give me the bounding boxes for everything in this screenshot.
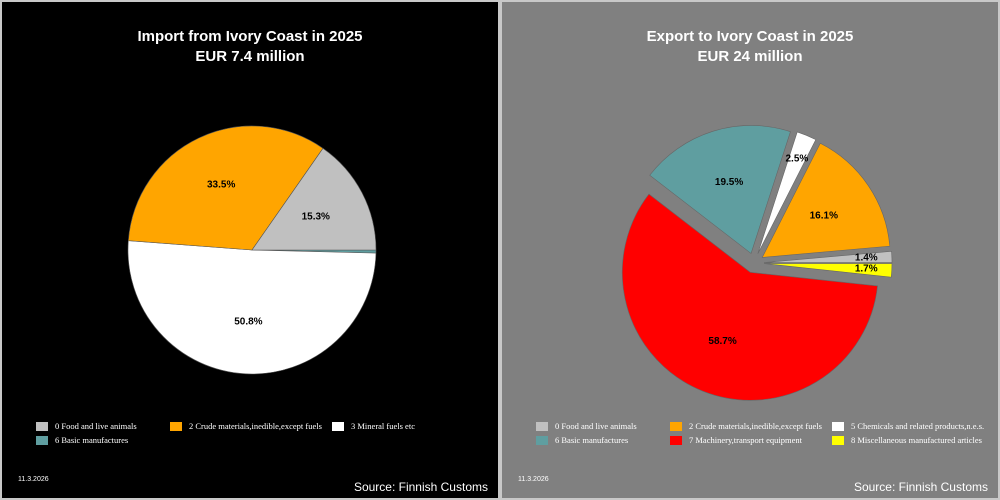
legend-label: 0 Food and live animals	[555, 421, 637, 431]
legend-label: 7 Machinery,transport equipment	[689, 435, 802, 445]
legend-item-6-basic-manufactures: 6 Basic manufactures	[36, 435, 128, 445]
slice-label-7-machinery-transport-equipment: 58.7%	[708, 336, 736, 347]
export-chart-title: Export to Ivory Coast in 2025	[646, 28, 854, 45]
legend-item-7-machinery-transport-equipment: 7 Machinery,transport equipment	[670, 435, 802, 445]
legend-swatch	[670, 421, 682, 431]
legend-item-8-miscellaneous-manufactured-articles: 8 Miscellaneous manufactured articles	[832, 435, 982, 445]
import-chart-source: Source: Finnish Customs	[353, 480, 488, 494]
legend-swatch	[670, 435, 682, 445]
legend-item-0-food-and-live-animals: 0 Food and live animals	[36, 421, 137, 431]
slice-label-2-crude-materials-inedible-except-fuels: 16.1%	[810, 210, 838, 221]
legend-label: 0 Food and live animals	[55, 421, 137, 431]
export-chart-subtitle: EUR 24 million	[697, 48, 803, 65]
legend-label: 3 Mineral fuels etc	[351, 421, 415, 431]
legend-swatch	[536, 421, 548, 431]
import-chart-date: 11.3.2026	[18, 476, 49, 483]
legend-label: 8 Miscellaneous manufactured articles	[851, 435, 982, 445]
pie-slice-0-food-and-live-animals	[763, 250, 893, 263]
slice-label-2-crude-materials-inedible-except-fuels: 33.5%	[207, 180, 235, 191]
legend-swatch	[36, 421, 48, 431]
legend-label: 6 Basic manufactures	[55, 435, 129, 445]
legend-swatch	[832, 435, 844, 445]
pie-slice-2-crude-materials-inedible-except-fuels	[128, 125, 324, 251]
pie-slice-6-basic-manufactures	[649, 125, 791, 254]
import-pie-chart: 50.8% 33.5% 15.3%	[127, 125, 377, 375]
pie-slice-0-food-and-live-animals	[251, 147, 377, 251]
pie-slice-8-miscellaneous-manufactured-articles	[763, 263, 893, 278]
export-chart-date: 11.3.2026	[518, 476, 549, 483]
pie-slice-3-mineral-fuels-etc	[127, 240, 377, 375]
legend-item-5-chemicals-and-related-products-n-e-s: 5 Chemicals and related products,n.e.s.	[832, 421, 984, 431]
import-chart-panel: Import from Ivory Coast in 2025 EUR 7.4 …	[0, 0, 500, 500]
legend-swatch	[332, 421, 344, 431]
legend-swatch	[536, 435, 548, 445]
slice-label-8-miscellaneous-manufactured-articles: 1.7%	[855, 264, 878, 275]
pie-slice-7-machinery-transport-equipment	[621, 193, 878, 401]
legend-item-6-basic-manufactures: 6 Basic manufactures	[536, 435, 628, 445]
legend-item-0-food-and-live-animals: 0 Food and live animals	[536, 421, 637, 431]
export-chart-source: Source: Finnish Customs	[853, 480, 988, 494]
legend-item-2-crude-materials-inedible-except-fuels: 2 Crude materials,inedible,except fuels	[670, 421, 822, 431]
legend-swatch	[170, 421, 182, 431]
slice-label-5-chemicals-and-related-products-n-e-s: 2.5%	[785, 154, 808, 165]
slice-label-6-basic-manufactures: 19.5%	[715, 177, 743, 188]
legend-label: 2 Crude materials,inedible,except fuels	[189, 421, 322, 431]
legend-label: 5 Chemicals and related products,n.e.s.	[851, 421, 985, 431]
pie-slice-5-chemicals-and-related-products-n-e-s	[757, 131, 817, 254]
export-chart-panel: Export to Ivory Coast in 2025 EUR 24 mil…	[500, 0, 1000, 500]
slice-label-0-food-and-live-animals: 15.3%	[302, 211, 330, 222]
legend-item-3-mineral-fuels-etc: 3 Mineral fuels etc	[332, 421, 415, 431]
pie-slice-2-crude-materials-inedible-except-fuels	[761, 142, 891, 258]
legend-item-2-crude-materials-inedible-except-fuels: 2 Crude materials,inedible,except fuels	[170, 421, 322, 431]
legend-swatch	[832, 421, 844, 431]
legend-swatch	[36, 435, 48, 445]
export-pie-chart: 1.7% 58.7% 19.5% 2.5% 16.1% 1.4%	[621, 125, 893, 401]
slice-label-3-mineral-fuels-etc: 50.8%	[234, 316, 262, 327]
slice-label-0-food-and-live-animals: 1.4%	[855, 253, 878, 264]
legend-label: 6 Basic manufactures	[555, 435, 629, 445]
legend-label: 2 Crude materials,inedible,except fuels	[689, 421, 822, 431]
import-chart-subtitle: EUR 7.4 million	[195, 48, 305, 65]
import-chart-title: Import from Ivory Coast in 2025	[137, 28, 363, 45]
